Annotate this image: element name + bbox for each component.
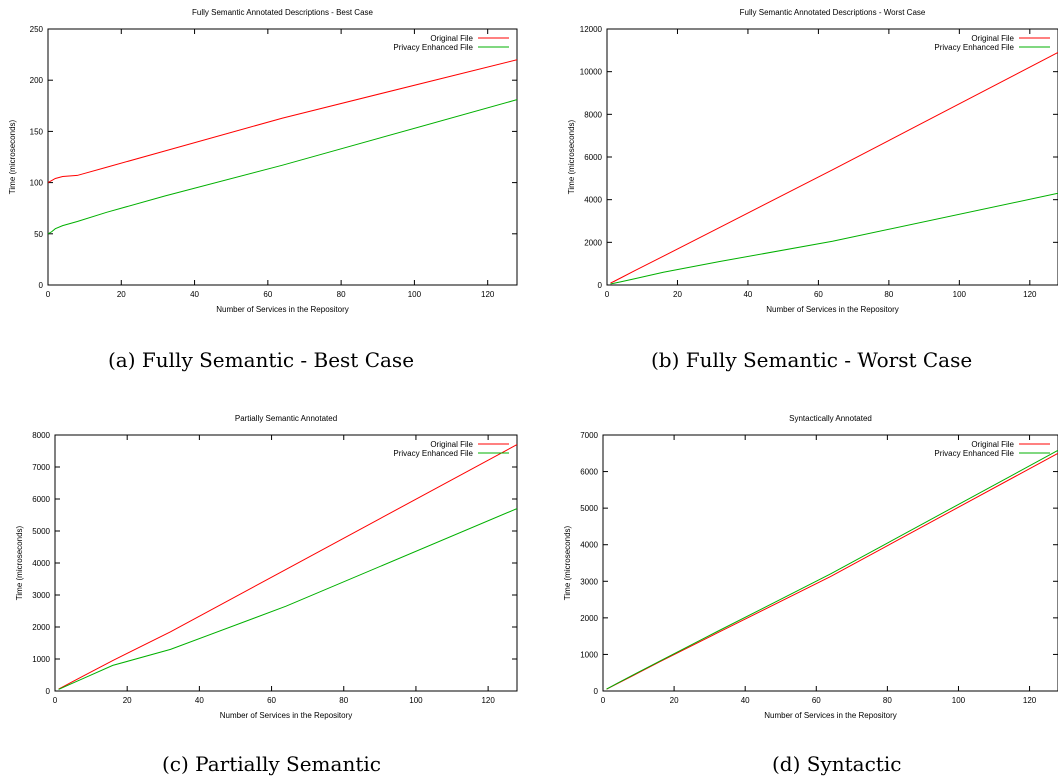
x-tick-label: 60 bbox=[814, 290, 823, 299]
y-tick-label: 12000 bbox=[580, 25, 603, 34]
y-tick-label: 4000 bbox=[32, 559, 50, 568]
caption-d: (d) Syntactic bbox=[772, 752, 902, 776]
series-line-privacy-enhanced-file bbox=[58, 508, 517, 690]
x-tick-label: 120 bbox=[1023, 290, 1037, 299]
series-line-original-file bbox=[610, 52, 1058, 284]
plot-frame bbox=[602, 434, 1058, 692]
y-tick-label: 4000 bbox=[580, 541, 598, 550]
y-tick-label: 3000 bbox=[580, 577, 598, 586]
x-tick-label: 80 bbox=[339, 696, 348, 705]
y-tick-label: 1000 bbox=[580, 650, 598, 659]
x-axis-label: Number of Services in the Repository bbox=[766, 305, 899, 314]
y-tick-label: 8000 bbox=[32, 431, 50, 440]
legend-label: Original File bbox=[971, 34, 1014, 43]
legend-label: Privacy Enhanced File bbox=[934, 43, 1014, 52]
chart-title: Partially Semantic Annotated bbox=[235, 414, 337, 423]
y-tick-label: 6000 bbox=[584, 153, 602, 162]
x-tick-label: 60 bbox=[263, 290, 272, 299]
x-tick-label: 60 bbox=[267, 696, 276, 705]
x-tick-label: 80 bbox=[883, 696, 892, 705]
x-tick-label: 0 bbox=[601, 696, 606, 705]
y-tick-label: 2000 bbox=[32, 623, 50, 632]
x-tick-label: 40 bbox=[743, 290, 752, 299]
y-tick-label: 7000 bbox=[580, 431, 598, 440]
legend-label: Privacy Enhanced File bbox=[393, 43, 473, 52]
y-axis-label: Time (microseconds) bbox=[15, 525, 24, 600]
y-tick-label: 0 bbox=[598, 281, 603, 290]
series-line-original-file bbox=[58, 444, 517, 690]
y-tick-label: 2000 bbox=[584, 238, 602, 247]
y-tick-label: 2000 bbox=[580, 614, 598, 623]
chart-title: Fully Semantic Annotated Descriptions - … bbox=[192, 8, 374, 17]
plot-frame bbox=[47, 28, 518, 286]
x-tick-label: 20 bbox=[673, 290, 682, 299]
series-line-original-file bbox=[48, 59, 517, 184]
y-tick-label: 1000 bbox=[32, 655, 50, 664]
x-tick-label: 120 bbox=[481, 290, 495, 299]
x-tick-label: 40 bbox=[190, 290, 199, 299]
caption-a: (a) Fully Semantic - Best Case bbox=[108, 348, 415, 372]
y-tick-label: 10000 bbox=[580, 68, 603, 77]
y-axis-label: Time (microseconds) bbox=[8, 119, 17, 194]
x-axis-label: Number of Services in the Repository bbox=[216, 305, 349, 314]
x-tick-label: 0 bbox=[605, 290, 610, 299]
y-axis-label: Time (microseconds) bbox=[563, 525, 572, 600]
x-tick-label: 20 bbox=[117, 290, 126, 299]
series-line-privacy-enhanced-file bbox=[606, 449, 1058, 690]
legend-label: Original File bbox=[430, 440, 473, 449]
x-tick-label: 100 bbox=[409, 696, 423, 705]
y-tick-label: 250 bbox=[30, 25, 44, 34]
y-tick-label: 6000 bbox=[32, 495, 50, 504]
x-tick-label: 0 bbox=[53, 696, 58, 705]
x-tick-label: 40 bbox=[741, 696, 750, 705]
legend-label: Original File bbox=[430, 34, 473, 43]
chart-title: Fully Semantic Annotated Descriptions - … bbox=[740, 8, 926, 17]
y-tick-label: 0 bbox=[46, 687, 51, 696]
y-tick-label: 0 bbox=[594, 687, 599, 696]
y-tick-label: 3000 bbox=[32, 591, 50, 600]
x-axis-label: Number of Services in the Repository bbox=[764, 711, 897, 720]
x-tick-label: 120 bbox=[481, 696, 495, 705]
x-tick-label: 120 bbox=[1023, 696, 1037, 705]
y-tick-label: 150 bbox=[30, 127, 44, 136]
x-tick-label: 100 bbox=[408, 290, 422, 299]
x-tick-label: 20 bbox=[123, 696, 132, 705]
x-tick-label: 60 bbox=[812, 696, 821, 705]
y-tick-label: 8000 bbox=[584, 110, 602, 119]
caption-c: (c) Partially Semantic bbox=[162, 752, 381, 776]
x-tick-label: 100 bbox=[953, 290, 967, 299]
y-tick-label: 200 bbox=[30, 76, 44, 85]
series-line-privacy-enhanced-file bbox=[48, 99, 517, 235]
caption-b: (b) Fully Semantic - Worst Case bbox=[651, 348, 973, 372]
y-tick-label: 50 bbox=[34, 230, 43, 239]
x-tick-label: 40 bbox=[195, 696, 204, 705]
chart-title: Syntactically Annotated bbox=[789, 414, 872, 423]
x-tick-label: 20 bbox=[670, 696, 679, 705]
y-tick-label: 6000 bbox=[580, 468, 598, 477]
y-tick-label: 7000 bbox=[32, 463, 50, 472]
y-tick-label: 4000 bbox=[584, 196, 602, 205]
x-tick-label: 0 bbox=[46, 290, 51, 299]
series-line-privacy-enhanced-file bbox=[610, 192, 1058, 285]
x-tick-label: 80 bbox=[337, 290, 346, 299]
y-tick-label: 0 bbox=[39, 281, 44, 290]
y-axis-label: Time (microseconds) bbox=[567, 119, 576, 194]
y-tick-label: 5000 bbox=[580, 504, 598, 513]
x-tick-label: 100 bbox=[952, 696, 966, 705]
y-tick-label: 5000 bbox=[32, 527, 50, 536]
x-tick-label: 80 bbox=[884, 290, 893, 299]
y-tick-label: 100 bbox=[30, 179, 44, 188]
legend-label: Privacy Enhanced File bbox=[934, 449, 1014, 458]
legend-label: Original File bbox=[971, 440, 1014, 449]
legend-label: Privacy Enhanced File bbox=[393, 449, 473, 458]
x-axis-label: Number of Services in the Repository bbox=[220, 711, 353, 720]
